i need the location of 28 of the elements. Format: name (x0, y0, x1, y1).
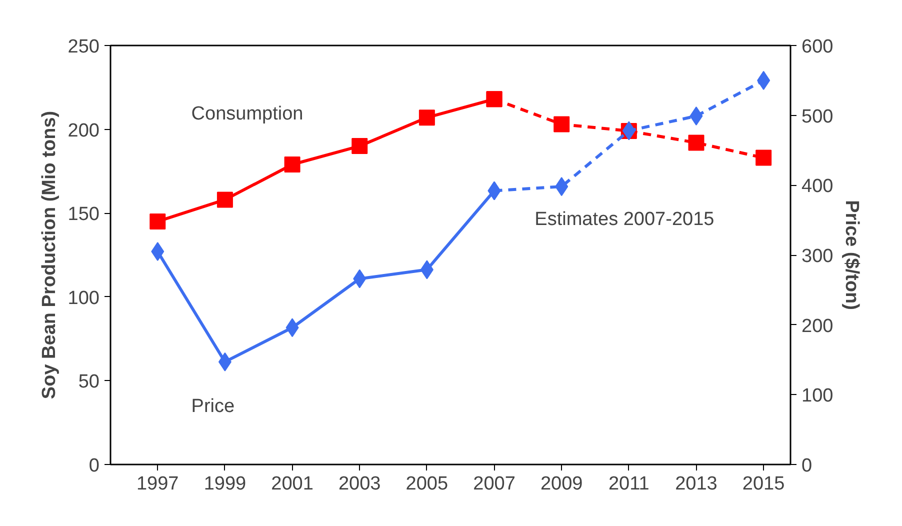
y-tick-label: 150 (68, 204, 100, 226)
x-tick-label: 2001 (271, 474, 314, 494)
x-tick-label: 1999 (204, 474, 246, 494)
x-tick-label: 2005 (406, 474, 448, 494)
y2-axis-title: Price ($/ton) (841, 200, 862, 310)
y-tick-label: 200 (68, 120, 100, 142)
y-tick-label: 50 (78, 372, 100, 393)
x-tick-label: 2011 (608, 474, 650, 494)
y2-tick-label: 0 (802, 456, 812, 476)
y2-tick-label: 400 (802, 176, 834, 198)
x-tick-label: 2003 (338, 474, 381, 494)
x-tick-label: 1997 (136, 474, 179, 494)
y-tick-label: 0 (88, 456, 100, 476)
series-label: Price (191, 396, 235, 417)
y-tick-label: 250 (68, 36, 100, 58)
x-tick-label: 2007 (473, 474, 516, 494)
annotation: Estimates 2007-2015 (534, 208, 714, 230)
series-label: Consumption (191, 104, 304, 125)
x-tick-label: 2013 (675, 474, 718, 494)
y2-tick-label: 500 (802, 106, 834, 128)
x-tick-label: 2015 (742, 474, 785, 494)
y-tick-label: 100 (68, 288, 100, 309)
y2-tick-label: 100 (802, 386, 834, 407)
y-axis-title: Soy Bean Production (Mio tons) (38, 110, 60, 400)
y2-tick-label: 600 (802, 36, 834, 58)
y2-tick-label: 300 (802, 246, 834, 267)
x-tick-label: 2009 (540, 474, 583, 494)
y2-tick-label: 200 (802, 316, 834, 337)
